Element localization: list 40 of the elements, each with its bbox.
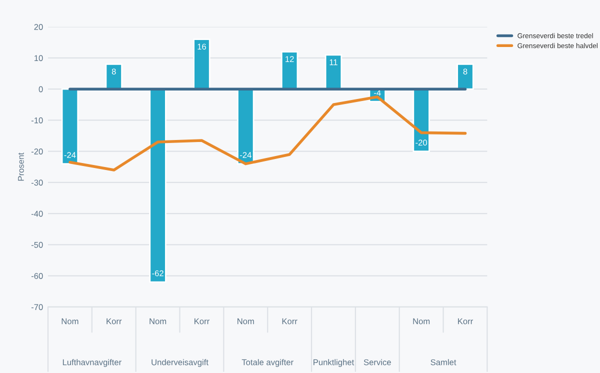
y-tick-label: 20 [34, 24, 43, 30]
y-tick-label: -10 [31, 117, 43, 124]
x-tick-label: Nom [238, 318, 254, 324]
data-label: -4 [374, 90, 381, 96]
data-label: 16 [198, 44, 206, 50]
y-tick-label: -50 [31, 242, 43, 248]
x-tick-label: Nom [413, 318, 430, 324]
data-label: 11 [330, 59, 338, 66]
y-tick-label: -30 [31, 180, 43, 186]
x-tick-label: Nom [150, 318, 166, 324]
y-tick-label: -70 [31, 304, 43, 310]
x-tick-label: Nom [62, 318, 78, 324]
y-axis-title: Prosent [18, 152, 24, 181]
y-tick-label: -20 [31, 148, 43, 154]
text: Lufthavnavgifter [62, 359, 122, 367]
text: Service [364, 359, 391, 366]
bar [280, 51, 298, 90]
x-tick-label: Korr [458, 318, 473, 324]
text: Totale avgifter [242, 359, 294, 367]
text: Underveisavgift [152, 359, 208, 367]
x-tick-label: Korr [194, 318, 210, 324]
data-label: 8 [463, 68, 468, 74]
y-tick-label: 10 [34, 55, 43, 62]
y-tick-label: -40 [31, 210, 43, 217]
y-tick-label: 0 [38, 86, 43, 92]
x-tick-label: Korr [106, 318, 122, 324]
bar [61, 88, 79, 164]
bar [456, 64, 474, 90]
data-label: -20 [416, 140, 428, 146]
bar [324, 54, 342, 90]
y-tick-label: -60 [31, 273, 43, 279]
data-label: -24 [64, 152, 76, 158]
bar [193, 38, 210, 90]
data-label: -62 [152, 270, 164, 276]
x-tick-label: Korr [282, 318, 298, 324]
data-label: 8 [112, 68, 116, 74]
text: Samlet [430, 359, 456, 366]
text: Punktlighet [314, 359, 354, 367]
data-label: 12 [286, 56, 294, 62]
data-label: -24 [240, 152, 252, 158]
